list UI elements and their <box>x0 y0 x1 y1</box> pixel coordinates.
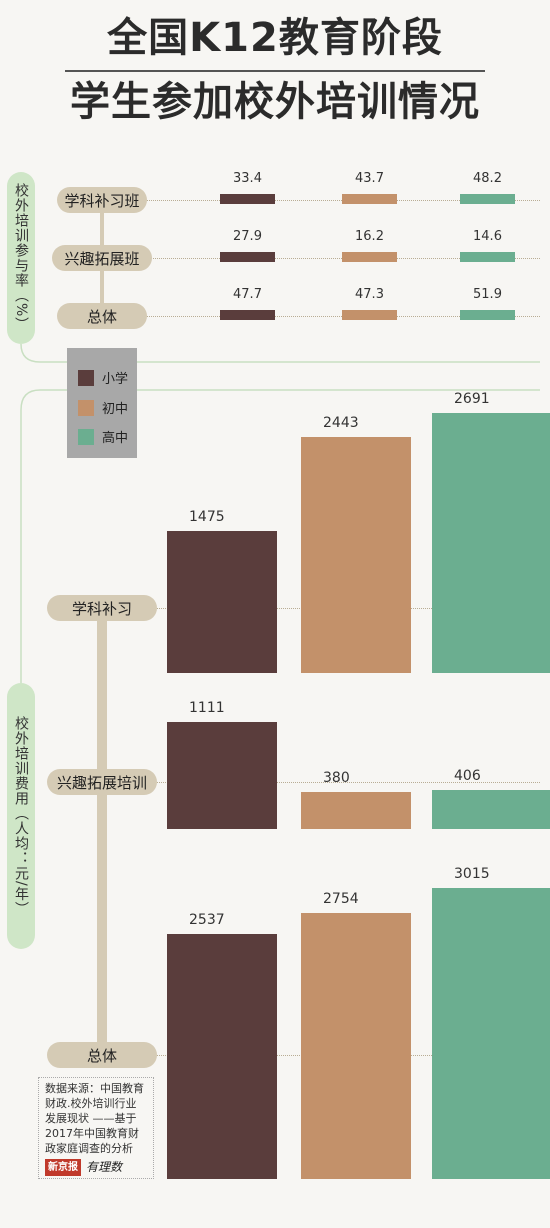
title-divider <box>65 70 485 72</box>
participation-bar <box>460 252 515 262</box>
participation-section-tab: 校外培训参与率（%） <box>7 172 35 344</box>
value-label: 2537 <box>189 912 225 929</box>
brand-logo-xinjingbao: 新京报 <box>45 1159 81 1176</box>
participation-bar <box>220 194 275 204</box>
cost-bar <box>167 530 277 673</box>
legend-item-middle: 初中 <box>78 398 128 417</box>
title-line-1: 全国K12教育阶段 <box>107 15 443 61</box>
category-pill-2: 总体 <box>47 1042 157 1068</box>
title-line-2: 学生参加校外培训情况 <box>70 79 480 125</box>
cost-bar <box>167 721 277 829</box>
participation-bar <box>460 194 515 204</box>
infographic-title: 全国K12教育阶段 学生参加校外培训情况 <box>0 14 550 126</box>
legend: 小学 初中 高中 <box>67 348 137 458</box>
value-label: 380 <box>323 770 350 787</box>
brand-logo-youlishu: 有理数 <box>86 1160 123 1174</box>
cost-bar <box>432 888 550 1179</box>
participation-bar <box>220 252 275 262</box>
value-label: 3015 <box>454 866 490 883</box>
value-label: 2443 <box>323 415 359 432</box>
legend-swatch <box>78 428 94 445</box>
cost-bar <box>301 437 411 673</box>
cost-bar <box>301 913 411 1179</box>
value-label: 1475 <box>189 508 225 525</box>
value-label: 33.4 <box>233 171 262 186</box>
value-label: 16.2 <box>355 229 384 244</box>
participation-section-label: 校外培训参与率（%） <box>13 183 29 333</box>
row-guide-line <box>100 258 540 259</box>
category-pill-0: 学科补习 <box>47 595 157 621</box>
category-pill-1: 兴趣拓展班 <box>52 245 152 271</box>
value-label: 27.9 <box>233 229 262 244</box>
legend-label: 小学 <box>102 372 129 387</box>
source-note: 数据来源：中国教育财政.校外培训行业发展现状 ——基于2017年中国教育财政家庭… <box>38 1077 154 1179</box>
value-label: 51.9 <box>473 287 502 302</box>
cost-bar <box>301 792 411 829</box>
legend-swatch <box>78 399 94 416</box>
category-pill-1: 兴趣拓展培训 <box>47 769 157 795</box>
participation-bar <box>460 310 515 320</box>
category-pill-2: 总体 <box>57 303 147 329</box>
source-text: 数据来源：中国教育财政.校外培训行业发展现状 ——基于2017年中国教育财政家庭… <box>45 1082 144 1155</box>
legend-label: 初中 <box>102 402 129 417</box>
cost-bar <box>432 413 550 673</box>
participation-bar <box>342 252 397 262</box>
cost-section-label: 校外培训费用（人均：元/年） <box>13 715 29 917</box>
category-pill-0: 学科补习班 <box>57 187 147 213</box>
cost-bar <box>432 789 550 829</box>
legend-item-high: 高中 <box>78 427 128 446</box>
row-guide-line <box>100 200 540 201</box>
brand-logos: 新京报 有理数 <box>45 1159 147 1176</box>
value-label: 1111 <box>189 699 225 716</box>
value-label: 2691 <box>454 391 490 408</box>
value-label: 406 <box>454 767 481 784</box>
value-label: 47.3 <box>355 287 384 302</box>
value-label: 14.6 <box>473 229 502 244</box>
row-guide-line <box>100 782 540 783</box>
participation-bar <box>342 310 397 320</box>
cost-bar <box>167 934 277 1179</box>
legend-label: 高中 <box>102 431 129 446</box>
participation-bar <box>342 194 397 204</box>
participation-bar <box>220 310 275 320</box>
legend-swatch <box>78 369 94 386</box>
cost-section-tab: 校外培训费用（人均：元/年） <box>7 683 35 949</box>
value-label: 47.7 <box>233 287 262 302</box>
value-label: 2754 <box>323 891 359 908</box>
row-guide-line <box>100 316 540 317</box>
value-label: 43.7 <box>355 171 384 186</box>
legend-item-primary: 小学 <box>78 368 128 387</box>
value-label: 48.2 <box>473 171 502 186</box>
